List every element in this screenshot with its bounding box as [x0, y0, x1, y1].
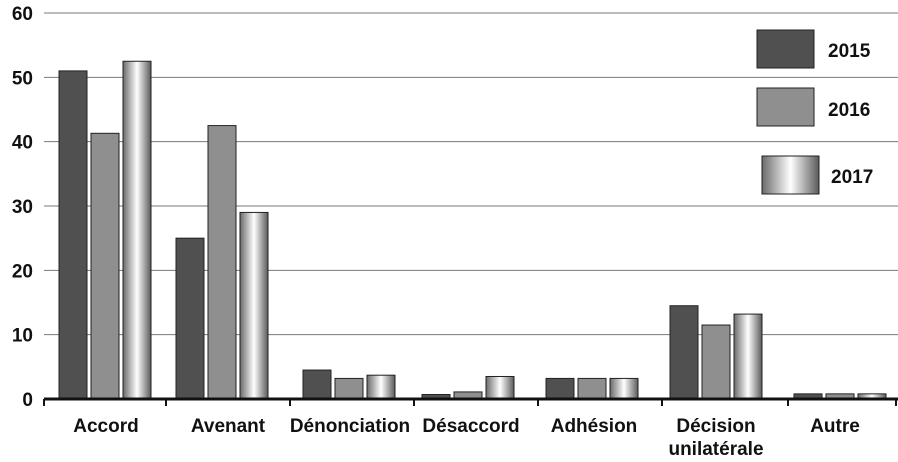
bar-2016-6	[701, 324, 731, 400]
bar-2017-1	[122, 60, 152, 400]
bar-2016-3	[334, 377, 364, 400]
legend-swatch-2017	[761, 155, 820, 195]
y-tick-label: 10	[12, 326, 33, 347]
y-tick-label: 60	[12, 4, 33, 25]
bar-2017-2	[239, 211, 269, 400]
legend-label-2017: 2017	[831, 167, 873, 188]
bar-2016-1	[90, 132, 120, 400]
x-category-label: Autre	[810, 416, 860, 437]
bars	[58, 60, 887, 400]
y-tick-label: 40	[12, 133, 33, 154]
bar-2015-6	[669, 305, 699, 400]
bar-2017-3	[366, 374, 396, 400]
legend-swatch-2016	[756, 87, 815, 127]
x-category-label: Désaccord	[422, 416, 519, 437]
bar-2015-5	[545, 377, 575, 400]
x-axis-category-labels: Accord Avenant Dénonciation Désaccord Adhési…	[73, 416, 860, 460]
x-category-label: Accord	[73, 416, 138, 437]
x-axis	[43, 397, 898, 406]
bar-2015-2	[175, 237, 205, 400]
legend-label-2015: 2015	[828, 41, 871, 62]
legend-swatch-2015	[756, 29, 815, 69]
x-category-label: Dénonciation	[290, 416, 410, 437]
x-category-label: Avenant	[191, 416, 266, 437]
y-tick-label: 50	[12, 68, 33, 89]
bar-2015-3	[302, 369, 332, 400]
legend: 2015 2016 2017	[756, 29, 873, 195]
bar-2015-1	[58, 70, 88, 400]
x-category-label: Adhésion	[551, 416, 638, 437]
y-tick-label: 20	[12, 261, 33, 282]
y-tick-label: 30	[12, 197, 33, 218]
bar-2017-6	[733, 313, 763, 400]
bar-2017-5	[609, 377, 639, 400]
bar-2017-4	[485, 375, 515, 400]
y-axis-tick-labels: 0 10 20 30 40 50 60	[12, 4, 33, 411]
x-category-label: Décision unilatérale	[668, 416, 763, 460]
y-tick-label: 0	[22, 390, 33, 411]
bar-2016-5	[577, 377, 607, 400]
legend-label-2016: 2016	[828, 100, 870, 121]
bar-2016-2	[207, 125, 237, 400]
